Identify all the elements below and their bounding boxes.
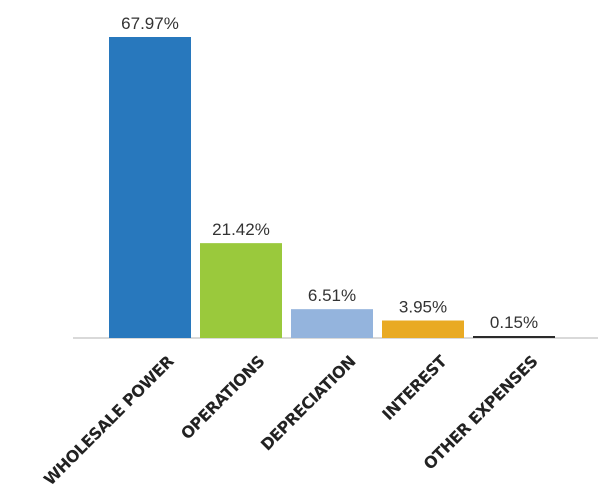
category-label-depreciation: DEPRECIATION [257, 352, 359, 454]
bar-other-expenses [473, 336, 555, 338]
bar-operations [200, 243, 282, 338]
value-label-operations: 21.42% [212, 220, 270, 239]
category-label-operations: OPERATIONS [177, 352, 268, 443]
value-label-wholesale-power: 67.97% [121, 14, 179, 33]
category-label-wholesale-power: WHOLESALE POWER [40, 352, 177, 489]
value-label-depreciation: 6.51% [308, 286, 356, 305]
value-labels-layer: 67.97% 21.42% 6.51% 3.95% 0.15% [121, 14, 538, 332]
bars-layer [109, 37, 555, 338]
value-label-interest: 3.95% [399, 298, 447, 317]
bar-wholesale-power [109, 37, 191, 338]
bar-depreciation [291, 309, 373, 338]
value-label-other-expenses: 0.15% [490, 313, 538, 332]
bar-interest [382, 320, 464, 338]
category-label-interest: INTEREST [378, 351, 450, 423]
